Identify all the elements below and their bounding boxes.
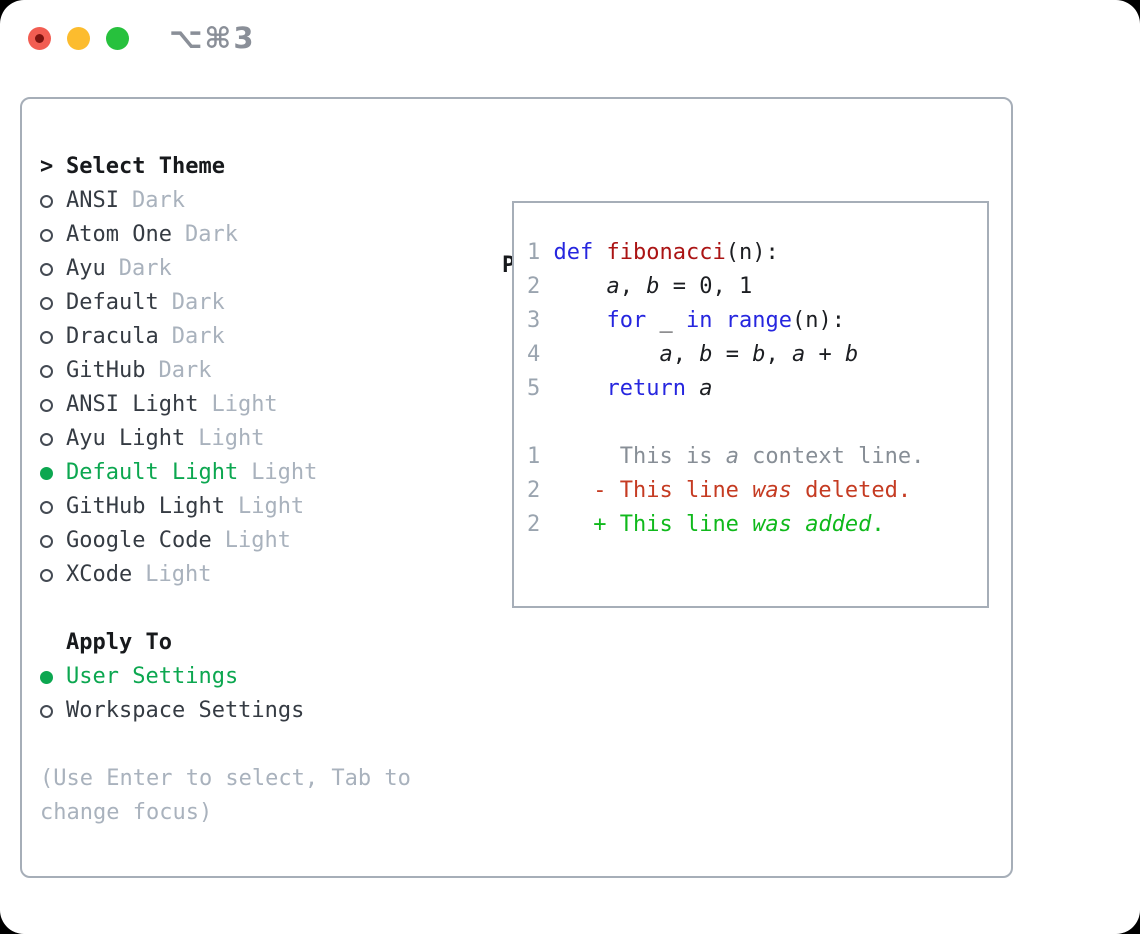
apply-option-label: User Settings — [66, 664, 239, 689]
radio-icon — [40, 704, 53, 718]
code-line: 1 def fibonacci(n): — [527, 240, 779, 265]
radio-selected-icon — [40, 670, 53, 684]
theme-variant-tag: Dark — [171, 290, 225, 315]
zoom-button[interactable] — [106, 26, 129, 50]
apply-option-workspace-settings[interactable]: Workspace Settings — [40, 694, 411, 728]
code-line: 3 for _ in range(n): — [527, 308, 845, 333]
line-number: 3 — [527, 308, 554, 333]
help-text-line-2: change focus) — [40, 800, 213, 825]
theme-option-ayu-light-light[interactable]: Ayu Light Light — [40, 422, 411, 456]
theme-option-atom-one-dark[interactable]: Atom One Dark — [40, 218, 411, 252]
theme-variant-tag: Dark — [131, 188, 185, 213]
radio-icon — [40, 364, 53, 378]
theme-option-default-light-light[interactable]: Default Light Light — [40, 456, 411, 490]
radio-icon — [40, 296, 53, 310]
theme-variant-tag: Dark — [118, 256, 172, 281]
preview-code-box: 1 def fibonacci(n): 2 a, b = 0, 1 3 for _ … — [512, 201, 989, 608]
radio-icon — [40, 432, 53, 446]
section-gap — [40, 592, 411, 626]
left-column: > Select Theme ANSI Dark Atom One Dark Ayu Dar… — [40, 150, 411, 830]
apply-to-title: Apply To — [66, 630, 172, 655]
theme-option-label: Dracula — [66, 324, 159, 349]
theme-option-label: Ayu Light — [66, 426, 186, 451]
select-theme-title: Select Theme — [66, 154, 225, 179]
theme-option-label: Google Code — [66, 528, 212, 553]
theme-option-github-dark[interactable]: GitHub Dark — [40, 354, 411, 388]
section-gap — [40, 728, 411, 762]
code-line: 1 This is a context line. — [527, 444, 925, 469]
radio-icon — [40, 534, 53, 548]
line-number: 2 — [527, 274, 554, 299]
line-number: 2 — [527, 512, 554, 537]
titlebar: ⌥⌘3 — [0, 0, 1140, 76]
radio-icon — [40, 262, 53, 276]
theme-option-label: GitHub — [66, 358, 146, 383]
code-line: 2 - This line was deleted. — [527, 478, 912, 503]
window-shortcut-label: ⌥⌘3 — [169, 21, 256, 55]
theme-option-google-code-light[interactable]: Google Code Light — [40, 524, 411, 558]
code-line: 5 return a — [527, 376, 713, 401]
line-number: 5 — [527, 376, 554, 401]
line-number: 4 — [527, 342, 554, 367]
theme-variant-tag: Light — [224, 528, 291, 553]
radio-icon — [40, 194, 53, 208]
theme-option-label: ANSI — [66, 188, 119, 213]
radio-icon — [40, 330, 53, 344]
theme-option-ansi-light-light[interactable]: ANSI Light Light — [40, 388, 411, 422]
select-theme-header: > Select Theme — [40, 150, 411, 184]
apply-to-header: Apply To — [40, 626, 411, 660]
theme-option-label: Default — [66, 290, 159, 315]
theme-variant-tag: Light — [145, 562, 212, 587]
apply-option-user-settings[interactable]: User Settings — [40, 660, 411, 694]
theme-variant-tag: Dark — [171, 324, 225, 349]
radio-icon — [40, 398, 53, 412]
theme-option-label: Ayu — [66, 256, 106, 281]
theme-option-label: ANSI Light — [66, 392, 199, 417]
theme-variant-tag: Light — [198, 426, 265, 451]
code-line: 4 a, b = b, a + b — [527, 342, 859, 367]
theme-option-ayu-dark[interactable]: Ayu Dark — [40, 252, 411, 286]
help-text-line-1: (Use Enter to select, Tab to — [40, 766, 411, 791]
theme-variant-tag: Dark — [184, 222, 238, 247]
theme-option-github-light-light[interactable]: GitHub Light Light — [40, 490, 411, 524]
close-button[interactable] — [28, 26, 51, 50]
code-line: 2 a, b = 0, 1 — [527, 274, 753, 299]
radio-icon — [40, 228, 53, 242]
code-line: 2 + This line was added. — [527, 512, 885, 537]
code-lines: 1 def fibonacci(n): 2 a, b = 0, 1 3 for _ … — [527, 236, 987, 542]
theme-option-default-dark[interactable]: Default Dark — [40, 286, 411, 320]
code-line — [527, 406, 987, 440]
apply-to-list: User Settings Workspace Settings — [40, 660, 411, 728]
theme-option-label: Atom One — [66, 222, 172, 247]
apply-option-label: Workspace Settings — [66, 698, 305, 723]
theme-option-xcode-light[interactable]: XCode Light — [40, 558, 411, 592]
theme-variant-tag: Dark — [158, 358, 212, 383]
theme-option-label: GitHub Light — [66, 494, 225, 519]
radio-icon — [40, 500, 53, 514]
theme-variant-tag: Light — [211, 392, 278, 417]
theme-variant-tag: Light — [237, 494, 305, 519]
radio-selected-icon — [40, 466, 53, 480]
theme-option-ansi-dark[interactable]: ANSI Dark — [40, 184, 411, 218]
radio-icon — [40, 568, 53, 582]
theme-list: ANSI Dark Atom One Dark Ayu Dark Default Dark Dr… — [40, 184, 411, 592]
theme-picker-panel: > Select Theme ANSI Dark Atom One Dark Ayu Dar… — [20, 97, 1013, 878]
line-number: 2 — [527, 478, 554, 503]
theme-option-label: Default Light — [66, 460, 239, 485]
line-number: 1 — [527, 240, 554, 265]
theme-variant-tag: Light — [251, 460, 318, 485]
line-number: 1 — [527, 444, 554, 469]
minimize-button[interactable] — [67, 26, 90, 50]
cursor-prompt-icon: > — [40, 154, 54, 179]
theme-option-dracula-dark[interactable]: Dracula Dark — [40, 320, 411, 354]
theme-option-label: XCode — [66, 562, 133, 587]
